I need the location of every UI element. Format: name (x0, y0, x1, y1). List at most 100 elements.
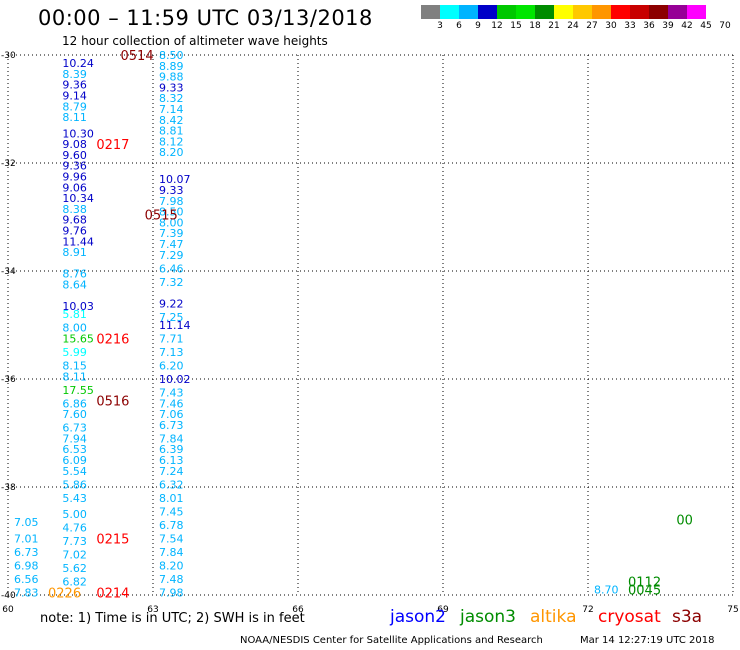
color-swatch (497, 5, 516, 19)
data-label: 15.65 (62, 333, 93, 346)
data-label: 8.91 (62, 246, 86, 259)
color-swatch (706, 5, 725, 19)
x-tick-label: 60 (2, 605, 14, 615)
data-label: 9.36 (62, 160, 86, 173)
data-label: 7.47 (159, 238, 184, 251)
data-label: 8.39 (62, 68, 86, 81)
data-label: 9.36 (62, 79, 86, 92)
color-swatch (649, 5, 668, 19)
data-label: 7.25 (159, 311, 184, 324)
data-label: 9.60 (62, 149, 86, 162)
data-label: 6.20 (159, 360, 184, 373)
data-label: 7.54 (159, 532, 184, 545)
color-scale-label: 15 (510, 21, 522, 31)
data-label: 8.00 (62, 322, 86, 335)
data-label: 6.56 (14, 573, 39, 586)
color-scale-label: 42 (681, 21, 693, 31)
data-label: 6.73 (159, 419, 184, 432)
color-scale-label: 33 (624, 21, 636, 31)
data-label: 8.50 (159, 206, 184, 219)
color-scale-label: 70 (719, 21, 731, 31)
color-swatch (478, 5, 497, 19)
data-label: 5.00 (62, 508, 86, 521)
data-label: 8.00 (159, 216, 184, 229)
data-label: 9.22 (159, 297, 184, 310)
data-label: 8.11 (62, 370, 86, 383)
satellite-legend-item: s3a (672, 607, 703, 627)
data-label: 7.13 (159, 346, 184, 359)
data-label: 4.76 (62, 522, 86, 535)
data-label: 5.43 (62, 492, 86, 505)
color-swatch (535, 5, 554, 19)
color-scale-label: 27 (586, 21, 598, 31)
color-swatch (687, 5, 706, 19)
pass-label: 0217 (96, 138, 129, 153)
data-label: 6.13 (159, 454, 184, 467)
data-label: 9.14 (62, 90, 86, 103)
data-label: 7.84 (159, 432, 184, 445)
data-label: 7.02 (62, 549, 86, 562)
data-label: 7.73 (62, 535, 86, 548)
data-label: 6.98 (14, 559, 39, 572)
data-label: 9.68 (62, 214, 86, 227)
data-label: 6.82 (62, 576, 86, 589)
data-label: 9.88 (159, 71, 184, 84)
data-label: 7.71 (159, 333, 184, 346)
y-tick-label: -40 (1, 591, 16, 601)
color-swatch (611, 5, 630, 19)
pass-label: 0216 (96, 333, 129, 348)
data-label: 17.55 (62, 384, 93, 397)
y-tick-label: -38 (1, 483, 16, 493)
data-label: 8.64 (62, 279, 86, 292)
color-scale-label: 21 (548, 21, 560, 31)
satellite-legend-item: cryosat (598, 607, 661, 627)
data-label: 9.06 (62, 181, 86, 194)
data-label: 8.42 (159, 114, 184, 127)
data-label: 10.30 (62, 127, 93, 140)
credit-line: NOAA/NESDIS Center for Satellite Applica… (240, 635, 543, 646)
data-label: 6.09 (62, 454, 86, 467)
satellite-legend-item: jason3 (460, 607, 516, 627)
data-label: 7.32 (159, 276, 184, 289)
page-title: 00:00 – 11:59 UTC 03/13/2018 (38, 6, 373, 30)
data-label: 8.01 (159, 492, 184, 505)
data-label: 9.33 (159, 184, 184, 197)
color-scale-bar (421, 5, 725, 19)
data-label: 8.76 (62, 268, 86, 281)
data-label: 8.32 (159, 92, 184, 105)
data-label: 5.86 (62, 478, 86, 491)
color-swatch (554, 5, 573, 19)
y-tick-label: -32 (1, 159, 16, 169)
color-swatch (459, 5, 478, 19)
pass-label: 0215 (96, 532, 129, 547)
data-label: 6.78 (159, 519, 184, 532)
data-label: 11.44 (62, 235, 93, 248)
data-label: 9.33 (159, 81, 184, 94)
data-label: 8.38 (62, 203, 86, 216)
data-label: 11.14 (159, 319, 191, 332)
pass-label: 00 (676, 513, 693, 528)
color-swatch (573, 5, 592, 19)
pass-label: 0515 (145, 208, 178, 223)
color-scale-label: 12 (491, 21, 503, 31)
data-label: 9.76 (62, 225, 86, 238)
data-label: 8.89 (159, 60, 184, 73)
x-tick-label: 72 (582, 605, 593, 615)
data-label: 10.07 (159, 173, 191, 186)
data-label: 8.15 (62, 360, 86, 373)
pass-label: 0514 (121, 49, 154, 64)
color-swatch (440, 5, 459, 19)
data-label: 6.32 (159, 478, 184, 491)
data-label: 7.45 (159, 505, 184, 518)
pass-label: 0112 (628, 576, 661, 591)
satellite-legend-item: jason2 (390, 607, 446, 627)
color-scale-label: 36 (643, 21, 655, 31)
x-tick-label: 69 (437, 605, 449, 615)
footnote: note: 1) Time is in UTC; 2) SWH is in fe… (40, 611, 305, 626)
data-label: 7.46 (159, 397, 184, 410)
pass-label: 0226 (48, 586, 81, 601)
color-scale-label: 39 (662, 21, 674, 31)
page-subtitle: 12 hour collection of altimeter wave hei… (62, 34, 328, 48)
color-scale-label: 9 (475, 21, 481, 31)
pass-label: 0516 (96, 395, 129, 410)
